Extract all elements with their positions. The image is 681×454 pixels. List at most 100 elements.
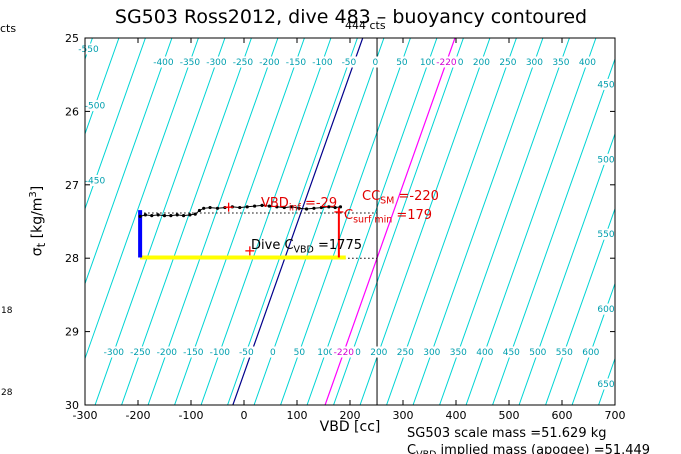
contour-label: 350 bbox=[450, 348, 467, 358]
annotation-vbd-inf-value: =-29 bbox=[300, 196, 338, 211]
contour-label-bg bbox=[181, 346, 206, 358]
y-tick-label: 28 bbox=[65, 252, 79, 265]
contour-label: -400 bbox=[153, 58, 174, 68]
footer-implied-mass-sub: VBD bbox=[416, 450, 436, 454]
annotation-c-surf-min-pre: C bbox=[344, 208, 354, 223]
corner-cts-label: cts bbox=[0, 22, 17, 35]
trace-point bbox=[188, 213, 192, 217]
contour-label-bg bbox=[76, 43, 101, 55]
overlay-layer bbox=[138, 202, 378, 260]
contour-label-bg bbox=[231, 56, 255, 68]
contour-label-bg bbox=[237, 346, 256, 358]
trace-point bbox=[138, 214, 142, 218]
contour-line bbox=[85, 38, 146, 211]
contour-label: -550 bbox=[78, 45, 99, 55]
contour-label-bg bbox=[292, 346, 307, 358]
contour-label-bg bbox=[83, 100, 107, 112]
contour-label-bg bbox=[339, 56, 359, 68]
trace-point bbox=[267, 204, 272, 208]
counts-line-label: 444 cts bbox=[345, 19, 386, 32]
annotation-c-surf-min-value: =179 bbox=[392, 208, 433, 223]
contour-label-bg bbox=[178, 56, 202, 68]
trace-point bbox=[304, 207, 309, 211]
trace-point bbox=[333, 205, 337, 210]
contour-label: -450 bbox=[85, 177, 106, 187]
contour-label: 250 bbox=[397, 348, 414, 358]
y-tick-label: 25 bbox=[65, 32, 79, 45]
navy-regression-line bbox=[232, 38, 364, 405]
trace-point bbox=[175, 213, 179, 217]
contour-label-bg bbox=[449, 346, 468, 358]
contour-label: -100 bbox=[210, 348, 231, 358]
x-tick-label: -100 bbox=[179, 409, 204, 422]
annotation-dive-c-vbd-value: =1775 bbox=[313, 238, 362, 253]
x-tick-label: 500 bbox=[499, 409, 520, 422]
contour-label: 600 bbox=[597, 305, 614, 315]
contour-label: -300 bbox=[104, 348, 125, 358]
contour-label-bg bbox=[128, 346, 153, 358]
y-axis-label: σt [kg/m3] bbox=[28, 186, 48, 257]
contour-line bbox=[545, 207, 615, 405]
annotation-dive-c-vbd: Dive CVBD =1775 bbox=[251, 238, 362, 256]
contour-label-bg bbox=[310, 56, 335, 68]
contour-label: 100 bbox=[420, 58, 437, 68]
trace-point bbox=[143, 213, 148, 217]
contour-label: -350 bbox=[180, 58, 201, 68]
annotation-dive-c-vbd-sub: VBD bbox=[293, 244, 314, 256]
contour-label-bg bbox=[498, 56, 518, 68]
trace-point bbox=[169, 214, 173, 218]
trace-point bbox=[245, 205, 249, 209]
contour-label: -200 bbox=[157, 348, 178, 358]
left-edge-label-upper: 18 bbox=[1, 306, 13, 316]
annotation-vbd-inf-pre: VBD bbox=[261, 196, 289, 211]
contour-label: -500 bbox=[85, 102, 106, 112]
contour-label: 500 bbox=[529, 348, 546, 358]
contour-label-bg bbox=[502, 346, 521, 358]
contour-line bbox=[412, 38, 544, 405]
contour-line bbox=[386, 38, 517, 405]
contour-label: 50 bbox=[396, 58, 408, 68]
contour-label-bg bbox=[396, 346, 415, 358]
contour-label-bg bbox=[154, 346, 179, 358]
contour-label-bg bbox=[371, 56, 380, 68]
contour-line bbox=[147, 38, 279, 405]
contour-label: -50 bbox=[239, 348, 254, 358]
contour-label-bg bbox=[596, 303, 616, 315]
contour-label: 300 bbox=[526, 58, 543, 68]
y-tick-label: 26 bbox=[65, 105, 79, 118]
contour-line bbox=[121, 38, 252, 405]
contour-label: 50 bbox=[294, 348, 306, 358]
trace-point bbox=[260, 203, 264, 207]
x-tick-label: -200 bbox=[126, 409, 151, 422]
contour-labels-layer: -550-500-450-400 -350-300-300-250-250-200… bbox=[76, 43, 616, 390]
trace-point bbox=[162, 214, 167, 218]
contour-label-bg bbox=[284, 56, 308, 68]
contour-label-bg bbox=[472, 56, 491, 68]
contour-label: 450 bbox=[597, 80, 614, 90]
contour-label-bg bbox=[555, 346, 574, 358]
y-tick-label: 30 bbox=[65, 399, 79, 412]
contour-label-bg bbox=[596, 78, 616, 90]
contour-label-bg bbox=[268, 346, 277, 358]
x-tick-label: 200 bbox=[340, 409, 361, 422]
contour-label: 400 bbox=[476, 348, 493, 358]
y-axis-label-sub: t bbox=[34, 242, 49, 248]
annotation-cc-sm: CCSM =-220 bbox=[362, 189, 439, 207]
annotation-c-surf-min: Csurf min =179 bbox=[344, 208, 432, 226]
contour-line bbox=[359, 38, 491, 405]
footer-implied-mass: CVBD implied mass (apogee) =51.449 bbox=[407, 443, 650, 454]
contour-label: 300 bbox=[423, 348, 440, 358]
x-tick-label: 400 bbox=[446, 409, 467, 422]
contour-label: -250 bbox=[233, 58, 254, 68]
contour-label-bg bbox=[581, 346, 601, 358]
contour-label-bg bbox=[331, 346, 356, 358]
trace-point bbox=[319, 205, 323, 210]
trace-point bbox=[156, 213, 160, 217]
contour-line bbox=[85, 38, 199, 361]
contour-line bbox=[306, 38, 438, 405]
contour-label-bg bbox=[578, 56, 597, 68]
contour-label: -220 bbox=[436, 58, 457, 68]
contour-line bbox=[200, 38, 332, 405]
